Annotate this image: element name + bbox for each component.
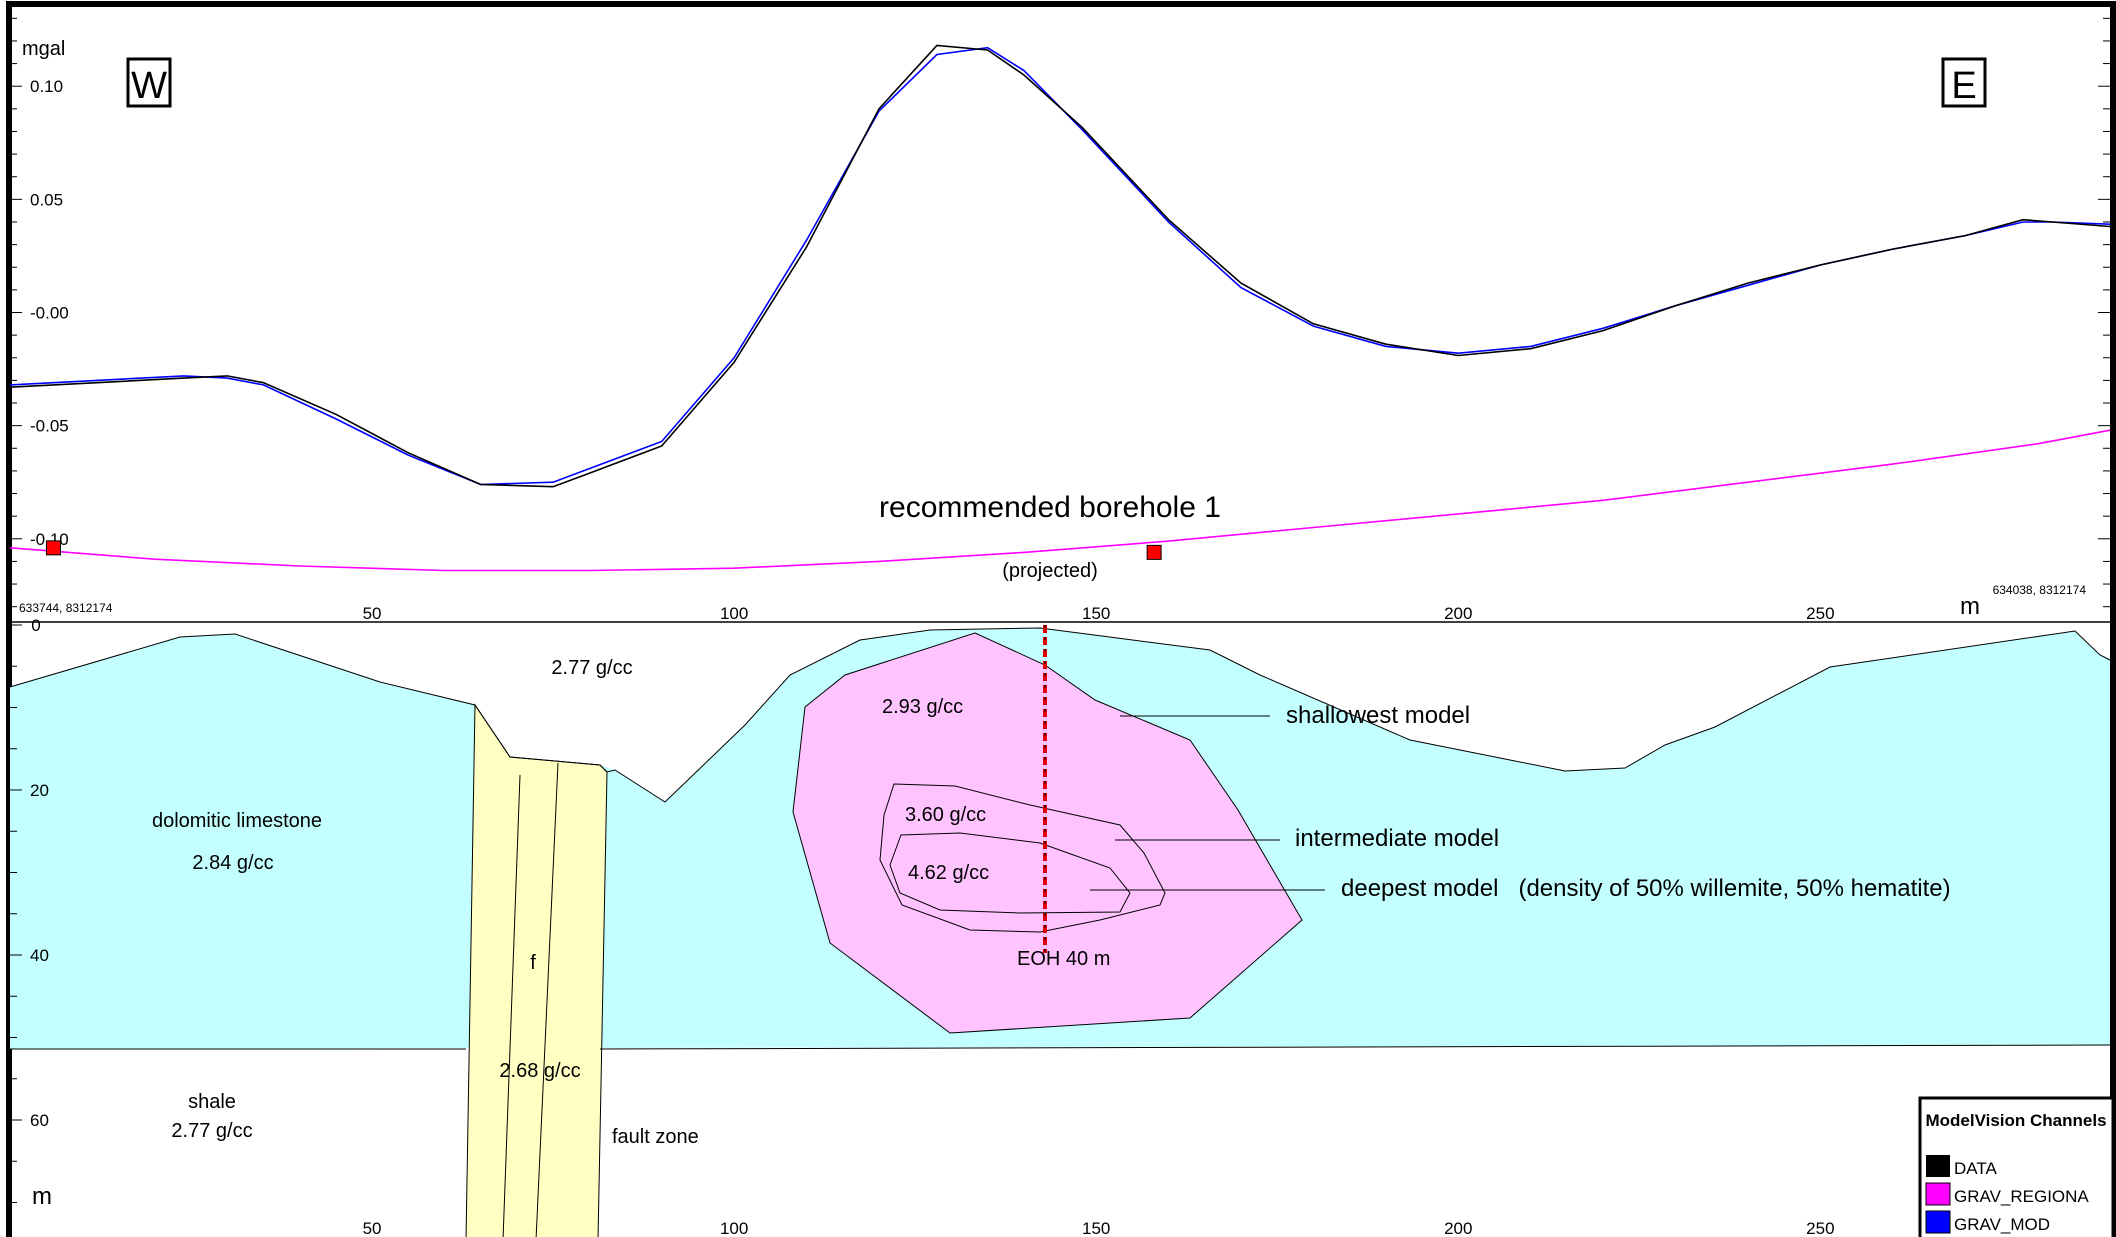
start-coord: 633744, 8312174 — [19, 601, 113, 615]
profile-x-unit: m — [1960, 593, 1980, 620]
figure-frame — [6, 1, 2116, 1237]
x-tick-label: 250 — [1806, 604, 1834, 623]
legend-box — [1918, 1096, 2115, 1237]
shallowest-label: shallowest model — [1286, 702, 1470, 729]
series-grav-regional — [9, 429, 2111, 572]
depth-tick-label: 0 — [31, 616, 40, 635]
y-tick-label: -0.05 — [30, 417, 69, 436]
x-tick-label: 100 — [720, 604, 748, 623]
channels-legend: ModelVision Channels DATA GRAV_REGIONA G… — [1918, 1096, 2115, 1237]
section-y-axis: 0 20 40 60 — [10, 616, 49, 1203]
y-tick-label: 0.05 — [30, 190, 63, 209]
section-x-tick-label: 150 — [1082, 1219, 1110, 1237]
topography-line — [9, 627, 2111, 803]
shale-label: shale — [188, 1091, 236, 1113]
east-box — [1941, 57, 1987, 108]
fault-density: 2.68 g/cc — [499, 1060, 580, 1082]
profile-y-label: mgal — [22, 38, 65, 60]
section-x-tick-label: 200 — [1444, 1219, 1472, 1237]
x-tick-label: 150 — [1082, 604, 1110, 623]
profile-x-ticks: 50 100 150 200 250 — [363, 604, 1835, 623]
legend-item-regional: GRAV_REGIONA — [1954, 1187, 2089, 1206]
section-x-tick-label: 50 — [363, 1219, 382, 1237]
shale-density: 2.77 g/cc — [171, 1120, 252, 1142]
end-coord: 634038, 8312174 — [1993, 583, 2087, 597]
limestone-density: 2.84 g/cc — [192, 852, 273, 874]
shallowest-density: 2.93 g/cc — [882, 696, 963, 718]
section-x-tick-label: 250 — [1806, 1219, 1834, 1237]
west-box — [126, 57, 172, 108]
station-marker — [45, 540, 61, 556]
series-data — [9, 44, 2111, 488]
y-tick-label: -0.00 — [30, 304, 69, 323]
depth-tick-label: 60 — [30, 1111, 49, 1130]
intermediate-label: intermediate model — [1295, 825, 1499, 852]
depth-tick-label: 20 — [30, 781, 49, 800]
fault-marker: f — [530, 952, 536, 974]
east-label: E — [1951, 65, 1976, 107]
section-panel: 2.77 g/cc dolomitic limestone 2.84 g/cc … — [9, 616, 2111, 1237]
fault-line-1 — [502, 774, 521, 1237]
borehole-annotation: recommended borehole 1 — [879, 491, 1221, 524]
station-marker — [1146, 544, 1162, 560]
legend-swatch-model — [1925, 1210, 1951, 1234]
profile-panel: 0.100.05-0.00-0.05-0.10 mgal W E recomme… — [9, 17, 2111, 623]
fault-zone-label: fault zone — [612, 1126, 699, 1148]
profile-stations — [45, 540, 1162, 560]
depth-tick-label: 40 — [30, 946, 49, 965]
fault-zone-body — [465, 703, 608, 1237]
overburden-density: 2.77 g/cc — [551, 657, 632, 679]
deepest-label: deepest model (density of 50% willemite,… — [1341, 875, 1951, 902]
legend-swatch-regional — [1925, 1182, 1951, 1206]
legend-item-data: DATA — [1954, 1159, 1997, 1178]
section-x-tick-label: 100 — [720, 1219, 748, 1237]
y-tick-label: 0.10 — [30, 77, 63, 96]
borehole-label: EOH 40 m — [1017, 948, 1110, 970]
profile-right-axis — [2098, 17, 2110, 608]
x-tick-label: 200 — [1444, 604, 1472, 623]
deepest-model-body — [889, 832, 1131, 914]
limestone-base-line-2 — [599, 1044, 2111, 1050]
fault-line-2 — [535, 762, 559, 1237]
overburden-body — [475, 640, 745, 802]
section-x-ticks: 50 100 150 200 250 — [363, 1219, 1835, 1237]
legend-item-model: GRAV_MOD — [1954, 1215, 2050, 1234]
section-y-label: m — [32, 1183, 52, 1210]
limestone-label: dolomitic limestone — [152, 810, 322, 832]
intermediate-density: 3.60 g/cc — [905, 804, 986, 826]
west-label: W — [131, 65, 167, 107]
x-tick-label: 50 — [363, 604, 382, 623]
profile-y-axis: 0.100.05-0.00-0.05-0.10 — [10, 17, 69, 608]
profile-series — [9, 44, 2111, 572]
deepest-density: 4.62 g/cc — [908, 862, 989, 884]
legend-title: ModelVision Channels — [1925, 1111, 2106, 1130]
legend-swatch-data — [1926, 1155, 1950, 1177]
borehole-annotation-sub: (projected) — [1002, 560, 1098, 582]
